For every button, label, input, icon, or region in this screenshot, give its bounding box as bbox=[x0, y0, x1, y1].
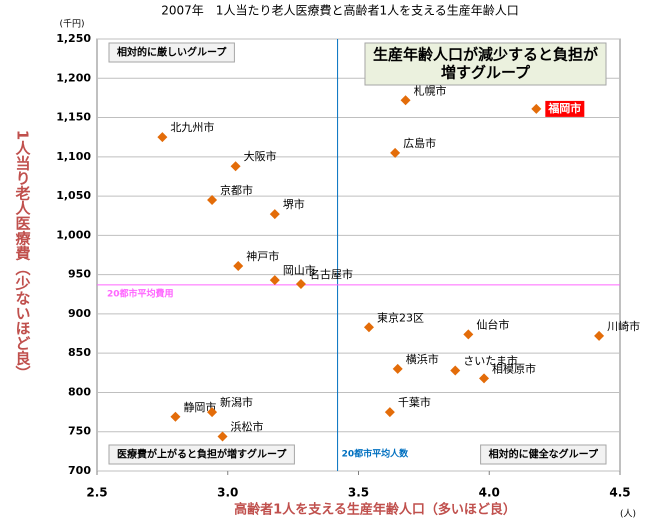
point-label: 北九州市 bbox=[170, 120, 214, 134]
annotation: 相対的に健全なグループ bbox=[480, 444, 607, 465]
point bbox=[157, 132, 168, 143]
point bbox=[390, 147, 401, 158]
y-tick-label: 1,200 bbox=[56, 71, 91, 84]
reference-label: 20都市平均費用 bbox=[107, 287, 174, 299]
point bbox=[463, 329, 474, 340]
point-label: 岡山市 bbox=[283, 263, 316, 277]
point-label: 大阪市 bbox=[244, 149, 277, 163]
annotation-box bbox=[108, 444, 295, 465]
y-axis-label: 1人当り老人医療費（少ないほど良） bbox=[14, 130, 32, 380]
y-tick-label: 800 bbox=[68, 385, 91, 398]
x-unit: (人) bbox=[620, 509, 636, 520]
y-tick-label: 1,100 bbox=[56, 150, 91, 163]
annotation-box bbox=[108, 42, 235, 63]
label-box bbox=[545, 100, 585, 117]
point bbox=[207, 407, 218, 418]
point bbox=[295, 279, 306, 290]
point bbox=[230, 161, 241, 172]
y-tick-label: 1,050 bbox=[56, 189, 91, 202]
plot-area bbox=[96, 38, 621, 472]
annotation-text: 生産年齢人口が減少すると負担が bbox=[373, 46, 599, 64]
point-label: 名古屋市 bbox=[309, 267, 353, 281]
y-unit: (千円) bbox=[59, 19, 84, 30]
point-label: 京都市 bbox=[220, 183, 253, 197]
x-tick-label: 3.0 bbox=[217, 486, 238, 500]
y-tick-label: 1,150 bbox=[56, 111, 91, 124]
annotation-text: 増すグループ bbox=[441, 64, 531, 82]
reference-label: 20都市平均人数 bbox=[342, 448, 410, 460]
point bbox=[594, 330, 605, 341]
point-label: 東京23区 bbox=[377, 310, 424, 324]
point-label: 浜松市 bbox=[231, 419, 264, 433]
annotation-text: 医療費が上がると負担が増すグループ bbox=[117, 448, 287, 461]
point-label: 千葉市 bbox=[398, 395, 431, 409]
point-label: 川崎市 bbox=[607, 319, 640, 333]
point bbox=[450, 365, 461, 376]
annotation-box bbox=[364, 42, 607, 86]
point-label: 堺市 bbox=[283, 197, 305, 211]
annotation: 医療費が上がると負担が増すグループ bbox=[108, 444, 295, 465]
y-tick-label: 950 bbox=[68, 268, 91, 281]
annotation-box bbox=[480, 444, 607, 465]
point-label: 新潟市 bbox=[220, 395, 253, 409]
point bbox=[363, 322, 374, 333]
point-label: 広島市 bbox=[403, 136, 436, 150]
point-label: さいたま市 bbox=[463, 353, 518, 367]
point bbox=[479, 373, 490, 384]
point bbox=[400, 95, 411, 106]
point bbox=[217, 431, 228, 442]
annotation: 相対的に厳しいグループ bbox=[108, 42, 235, 63]
y-tick-label: 700 bbox=[68, 464, 91, 477]
point-label: 仙台市 bbox=[476, 317, 509, 331]
point-label: 神戸市 bbox=[246, 249, 279, 263]
y-tick-label: 1,000 bbox=[56, 228, 91, 241]
point bbox=[384, 407, 395, 418]
point bbox=[269, 209, 280, 220]
point-label: 相模原市 bbox=[492, 361, 536, 375]
x-tick-label: 3.5 bbox=[348, 486, 369, 500]
annotation-text: 相対的に厳しいグループ bbox=[117, 46, 227, 59]
point bbox=[170, 411, 181, 422]
point bbox=[269, 275, 280, 286]
point bbox=[233, 260, 244, 271]
point-label: 福岡市 bbox=[547, 101, 581, 115]
y-tick-label: 750 bbox=[68, 425, 91, 438]
x-axis-label: 高齢者1人を支える生産年齢人口（多いほど良） bbox=[234, 502, 516, 518]
point bbox=[207, 195, 218, 206]
x-tick-label: 4.0 bbox=[479, 486, 500, 500]
y-tick-label: 850 bbox=[68, 346, 91, 359]
y-tick-label: 900 bbox=[68, 307, 91, 320]
point-label: 静岡市 bbox=[183, 400, 216, 414]
y-tick-label: 1,250 bbox=[56, 32, 91, 45]
point bbox=[531, 103, 542, 114]
chart-title: 2007年 1人当たり老人医療費と高齢者1人を支える生産年齢人口 bbox=[161, 3, 518, 18]
x-tick-label: 4.5 bbox=[609, 486, 630, 500]
point bbox=[392, 363, 403, 374]
annotation-text: 相対的に健全なグループ bbox=[489, 448, 599, 461]
x-tick-label: 2.5 bbox=[86, 486, 107, 500]
point-label: 札幌市 bbox=[414, 83, 447, 97]
point-label: 横浜市 bbox=[406, 352, 439, 366]
